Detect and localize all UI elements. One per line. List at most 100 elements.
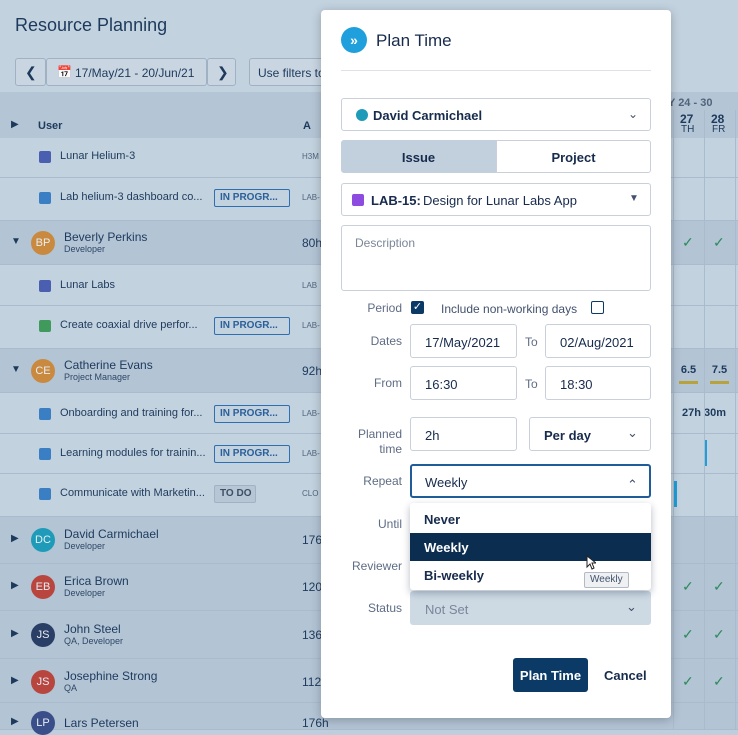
user-select[interactable]: David Carmichael ⌄ xyxy=(341,98,651,131)
end-time[interactable]: 18:30 xyxy=(545,366,651,400)
user-role: Developer xyxy=(64,588,106,598)
field-label: Reviewer xyxy=(351,559,402,573)
user-name: Catherine Evans xyxy=(64,358,153,372)
check-icon: ✓ xyxy=(682,673,694,689)
avatar: LP xyxy=(31,711,55,735)
hours: 176 xyxy=(302,533,323,547)
cursor xyxy=(586,555,596,570)
item-key: LAB xyxy=(302,281,318,290)
avatar: EB xyxy=(31,575,55,599)
user-role: QA xyxy=(64,683,78,693)
field-label: Dates xyxy=(370,334,402,348)
filter-text: Use filters to xyxy=(258,66,325,80)
cell-bar xyxy=(679,381,698,384)
expand-caret[interactable]: ▶ xyxy=(11,580,19,591)
item-key: LAB- xyxy=(302,321,320,330)
expand-caret[interactable]: ▼ xyxy=(11,364,21,375)
column-header: User xyxy=(38,120,63,132)
hours: 112 xyxy=(302,675,322,689)
start-time[interactable]: 16:30 xyxy=(410,366,517,400)
item-name: Lunar Labs xyxy=(60,279,116,291)
item-name: Create coaxial drive perfor... xyxy=(60,319,198,331)
item-key: H3M xyxy=(302,152,319,161)
grid-line xyxy=(735,110,736,730)
to-label: To xyxy=(525,335,538,349)
hours: 176h xyxy=(302,716,329,730)
item-icon xyxy=(39,488,51,500)
hours: 120 xyxy=(302,580,323,594)
modal: » Plan Time David Carmichael ⌄ Issue Pro… xyxy=(321,10,671,718)
submit-button[interactable]: Plan Time xyxy=(513,658,588,692)
input-value: 16:30 xyxy=(425,377,458,392)
status-select[interactable]: Not Set ⌄ xyxy=(410,591,651,625)
input-value: Per day xyxy=(544,428,591,443)
grid-line xyxy=(673,110,674,730)
expand-caret[interactable]: ▼ xyxy=(11,236,21,247)
check-icon: ✓ xyxy=(682,234,694,250)
expand-caret[interactable]: ▶ xyxy=(11,628,19,639)
item-icon xyxy=(39,192,51,204)
description-placeholder: Description xyxy=(355,236,416,250)
tab-label: Project xyxy=(551,150,596,165)
expand-caret[interactable]: ▶ xyxy=(11,716,19,727)
user-name: John Steel xyxy=(64,622,121,636)
item-icon xyxy=(39,448,51,460)
next-button[interactable]: ❯ xyxy=(207,58,236,86)
date-range[interactable]: 📅 17/May/21 - 20/Jun/21 xyxy=(46,58,207,86)
option-highlight[interactable]: Weekly xyxy=(410,533,651,561)
item-name: Onboarding and training for... xyxy=(60,407,203,419)
status-badge: IN PROGR... xyxy=(214,189,290,207)
cancel-button[interactable]: Cancel xyxy=(604,668,647,683)
item-icon xyxy=(39,320,51,332)
tab-project[interactable]: Project xyxy=(496,140,651,173)
cell-marker xyxy=(674,481,677,507)
user-role: Project Manager xyxy=(64,372,131,382)
end-date[interactable]: 02/Aug/2021 xyxy=(545,324,651,358)
check-icon: ✓ xyxy=(713,673,725,689)
check-icon: ✓ xyxy=(713,626,725,642)
user-name: Beverly Perkins xyxy=(64,230,148,244)
expand-caret[interactable]: ▶ xyxy=(11,533,19,544)
expand-caret[interactable]: ▶ xyxy=(11,675,19,686)
hours: 92h xyxy=(302,364,323,378)
prev-button[interactable]: ❮ xyxy=(15,58,46,86)
planned-value[interactable]: 2h xyxy=(410,417,517,451)
to-label: To xyxy=(525,377,538,391)
input-value: 18:30 xyxy=(560,377,593,392)
issue-key: LAB-15: xyxy=(371,193,421,208)
hours: 80h xyxy=(302,236,323,250)
item-name: Learning modules for trainin... xyxy=(60,447,206,459)
modal-title: Plan Time xyxy=(376,31,452,50)
status-badge: IN PROGR... xyxy=(214,405,290,423)
app-icon: » xyxy=(341,27,367,53)
start-date[interactable]: 17/May/2021 xyxy=(410,324,517,358)
description[interactable]: Description xyxy=(341,225,651,291)
input-value: 17/May/2021 xyxy=(425,335,501,350)
day-number: 28 xyxy=(711,112,725,126)
field-label: Repeat xyxy=(363,474,402,488)
issue-select[interactable]: LAB-15: Design for Lunar Labs App ▼ xyxy=(341,183,651,216)
repeat-select[interactable]: Weekly ⌃ xyxy=(410,464,651,498)
avatar: BP xyxy=(31,231,55,255)
status-badge: IN PROGR... xyxy=(214,445,290,463)
planned-unit[interactable]: Per day ⌄ xyxy=(529,417,651,451)
check-icon: ✓ xyxy=(682,626,694,642)
repeat-dropdown: Never Weekly Bi-weekly Weekly xyxy=(410,503,651,590)
option[interactable]: Never xyxy=(424,512,461,527)
option[interactable]: Bi-weekly xyxy=(424,568,484,583)
tab-issue[interactable]: Issue xyxy=(341,140,496,173)
button-label: Plan Time xyxy=(519,668,582,683)
item-name: Lunar Helium-3 xyxy=(60,150,136,162)
option: Weekly xyxy=(424,540,469,555)
hours: 136 xyxy=(302,628,323,642)
item-icon xyxy=(39,408,51,420)
input-value: 2h xyxy=(425,428,440,443)
user-name: David Carmichael xyxy=(373,108,483,123)
non-working-checkbox[interactable] xyxy=(591,301,604,314)
user-role: QA, Developer xyxy=(64,636,124,646)
period-checkbox[interactable]: ✓ xyxy=(411,301,424,314)
date-range-text: 17/May/21 - 20/Jun/21 xyxy=(75,66,195,80)
cell-value: 6.5 xyxy=(680,364,697,376)
item-key: CLO xyxy=(302,489,319,498)
